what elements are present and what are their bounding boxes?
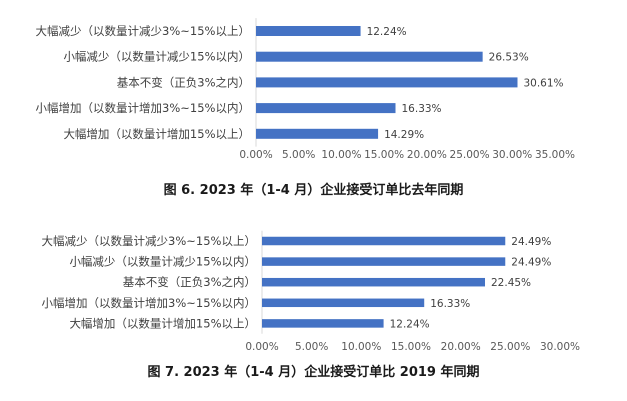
bar (262, 298, 425, 308)
bar (256, 103, 396, 114)
value-label: 24.49% (511, 257, 551, 269)
x-tick-label: 30.00% (492, 149, 532, 161)
bar (256, 26, 361, 36)
category-label: 基本不变（正负3%之内） (117, 75, 250, 89)
x-tick-label: 35.00% (535, 149, 575, 161)
category-label: 基本不变（正负3%之内） (123, 275, 256, 289)
chart-caption: 图 7. 2023 年（1-4 月）企业接受订单比 2019 年同期 (148, 364, 480, 380)
value-label: 14.29% (384, 129, 424, 141)
category-label: 大幅减少（以数量计减少3%~15%以上） (42, 234, 256, 248)
value-label: 16.33% (430, 298, 470, 310)
x-tick-label: 10.00% (341, 341, 381, 353)
x-tick-label: 30.00% (540, 341, 580, 353)
category-label: 大幅增加（以数量计增加15%以上） (63, 127, 250, 141)
x-tick-label: 0.00% (239, 149, 272, 161)
x-tick-label: 5.00% (282, 149, 315, 161)
value-label: 24.49% (511, 236, 551, 248)
bar (262, 319, 384, 328)
x-tick-label: 20.00% (407, 149, 447, 161)
x-tick-label: 20.00% (441, 341, 481, 353)
chart-orders-vs-2019: 大幅减少（以数量计减少3%~15%以上） 24.49% 小幅减少（以数量计减少15%… (42, 230, 580, 380)
bar (256, 128, 379, 139)
value-label: 22.45% (491, 277, 531, 289)
x-tick-label: 5.00% (295, 341, 328, 353)
x-tick-label: 0.00% (245, 341, 278, 353)
x-tick-label: 25.00% (450, 149, 490, 161)
x-tick-label: 10.00% (321, 149, 361, 161)
bar (262, 277, 486, 287)
category-label: 小幅减少（以数量计减少15%以内） (63, 50, 250, 64)
category-label: 小幅增加（以数量计增加3%~15%以内） (42, 296, 256, 310)
value-label: 30.61% (523, 77, 563, 89)
bar (262, 236, 506, 246)
chart-orders-vs-last-year: 大幅减少（以数量计减少3%~15%以上） 12.24% 小幅减少（以数量计减少15%… (36, 18, 575, 198)
value-label: 16.33% (402, 103, 442, 115)
x-tick-label: 15.00% (391, 341, 431, 353)
category-label: 小幅减少（以数量计减少15%以内） (69, 255, 256, 269)
bar (256, 77, 518, 88)
value-label: 12.24% (367, 26, 407, 38)
value-label: 26.53% (489, 52, 529, 64)
category-label: 大幅增加（以数量计增加15%以上） (69, 316, 256, 330)
category-label: 大幅减少（以数量计减少3%~15%以上） (36, 24, 250, 38)
category-label: 小幅增加（以数量计增加3%~15%以内） (36, 101, 250, 115)
x-tick-label: 15.00% (364, 149, 404, 161)
chart-caption: 图 6. 2023 年（1-4 月）企业接受订单比去年同期 (164, 182, 464, 198)
bar (262, 257, 506, 266)
bar (256, 51, 483, 62)
value-label: 12.24% (390, 318, 430, 330)
x-tick-label: 25.00% (490, 341, 530, 353)
